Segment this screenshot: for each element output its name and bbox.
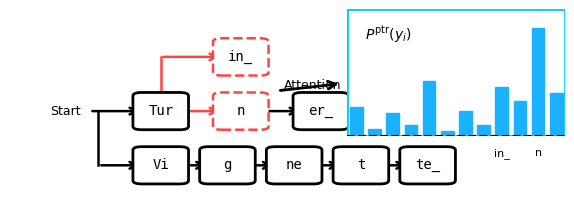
Bar (350, 107, 363, 136)
Bar (386, 113, 399, 136)
FancyBboxPatch shape (213, 92, 269, 130)
Text: ne: ne (286, 158, 302, 172)
Text: in_: in_ (494, 148, 510, 159)
Bar (405, 125, 417, 136)
Text: g: g (223, 158, 232, 172)
FancyBboxPatch shape (293, 92, 348, 130)
Bar (422, 81, 436, 136)
Text: $P^{\mathrm{ptr}}(y_i)$: $P^{\mathrm{ptr}}(y_i)$ (364, 24, 412, 45)
Text: Start: Start (50, 104, 80, 118)
Text: te_: te_ (415, 158, 440, 172)
FancyBboxPatch shape (213, 38, 269, 75)
Bar (532, 28, 545, 136)
Bar (477, 125, 490, 136)
FancyBboxPatch shape (400, 147, 455, 184)
Text: Vi: Vi (152, 158, 169, 172)
FancyBboxPatch shape (333, 147, 389, 184)
Text: Tur: Tur (148, 104, 173, 118)
Bar (550, 93, 563, 136)
Text: Attention: Attention (284, 79, 342, 92)
Bar (495, 87, 508, 136)
FancyBboxPatch shape (133, 92, 188, 130)
FancyBboxPatch shape (200, 147, 255, 184)
Bar (514, 101, 526, 136)
Text: n: n (236, 104, 245, 118)
Bar (459, 111, 472, 136)
Bar (441, 130, 453, 136)
Text: in_: in_ (228, 50, 253, 64)
FancyBboxPatch shape (266, 147, 322, 184)
Bar (368, 128, 381, 136)
Text: er_: er_ (308, 104, 333, 118)
FancyBboxPatch shape (347, 9, 565, 136)
FancyBboxPatch shape (133, 147, 188, 184)
Text: t: t (356, 158, 365, 172)
Text: n: n (534, 148, 542, 158)
